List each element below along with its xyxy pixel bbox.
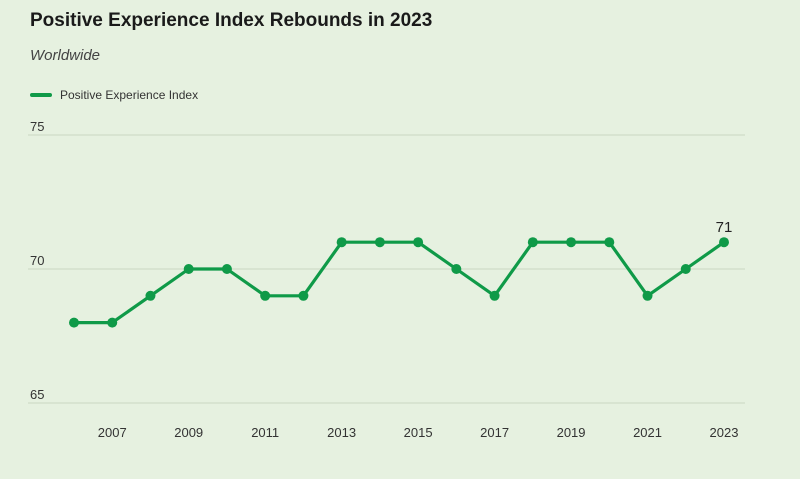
chart-subtitle: Worldwide bbox=[30, 47, 101, 64]
data-point bbox=[451, 264, 462, 274]
x-tick-label: 2007 bbox=[98, 425, 127, 440]
x-tick-label: 2021 bbox=[633, 425, 662, 440]
data-point bbox=[642, 290, 653, 301]
x-tick-label: 2023 bbox=[710, 425, 739, 440]
series-line bbox=[72, 240, 726, 325]
gridlines bbox=[28, 134, 745, 404]
data-point bbox=[566, 237, 577, 248]
data-point bbox=[413, 237, 424, 248]
y-tick-label: 75 bbox=[30, 119, 44, 134]
legend-swatch bbox=[30, 93, 52, 97]
y-tick-label: 65 bbox=[30, 387, 44, 402]
x-tick-label: 2017 bbox=[480, 425, 509, 440]
data-point bbox=[489, 290, 500, 301]
data-point bbox=[145, 290, 156, 301]
data-point bbox=[69, 317, 79, 328]
data-point bbox=[298, 290, 309, 301]
x-tick-label: 2013 bbox=[327, 425, 356, 440]
x-tick-label: 2011 bbox=[251, 425, 279, 440]
data-point bbox=[183, 264, 194, 274]
legend-label: Positive Experience Index bbox=[60, 88, 199, 102]
data-point bbox=[719, 237, 729, 248]
data-point bbox=[107, 317, 118, 328]
data-point bbox=[374, 237, 385, 248]
data-point bbox=[680, 264, 691, 274]
chart-title: Positive Experience Index Rebounds in 20… bbox=[30, 10, 433, 31]
x-tick-label: 2015 bbox=[404, 425, 433, 440]
y-tick-label: 70 bbox=[30, 253, 44, 268]
x-tick-label: 2009 bbox=[174, 425, 203, 440]
series bbox=[69, 237, 729, 328]
y-axis-ticks: 65 70 75 bbox=[30, 119, 44, 402]
data-point bbox=[260, 290, 271, 301]
data-point bbox=[336, 237, 347, 248]
data-label: 71 bbox=[716, 219, 733, 236]
legend: Positive Experience Index bbox=[30, 88, 198, 102]
x-axis-ticks: 2007 2009 2011 2013 2015 2017 2019 2021 2023 bbox=[98, 425, 739, 440]
data-point bbox=[221, 264, 232, 274]
data-point bbox=[604, 237, 615, 248]
annotations: 71 bbox=[716, 219, 733, 236]
x-tick-label: 2019 bbox=[557, 425, 586, 440]
data-point bbox=[527, 237, 538, 248]
